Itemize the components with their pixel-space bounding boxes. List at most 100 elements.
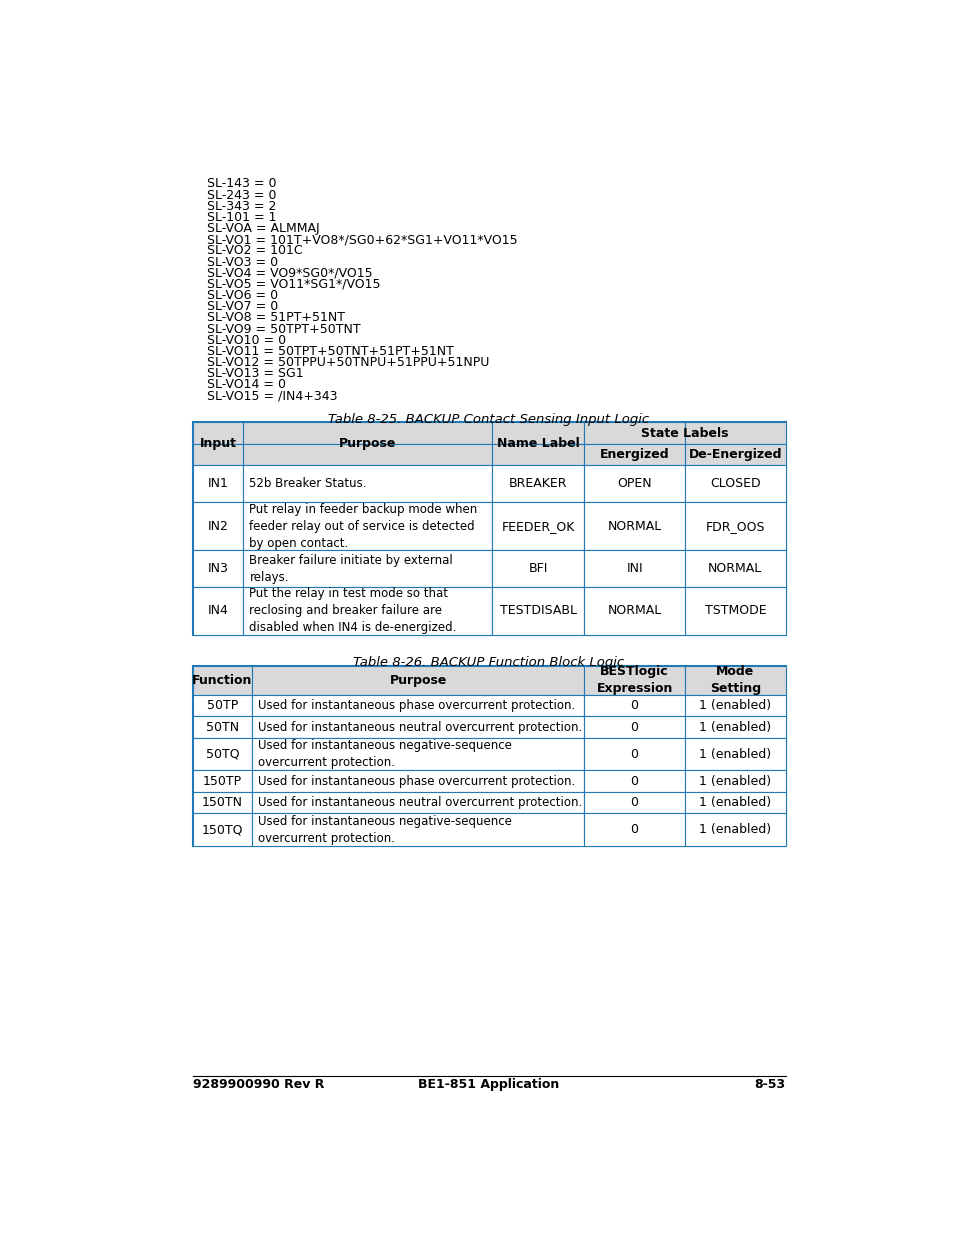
Bar (583, 716, 684, 739)
Text: BESTlogic
Expression: BESTlogic Expression (596, 666, 672, 695)
Text: Put relay in feeder backup mode when
feeder relay out of service is detected
by : Put relay in feeder backup mode when fee… (249, 503, 477, 550)
Bar (583, 814, 684, 846)
Bar (243, 443, 492, 466)
Bar (193, 792, 252, 814)
Text: SL-VO8 = 51PT+51NT: SL-VO8 = 51PT+51NT (207, 311, 344, 325)
Text: SL-243 = 0: SL-243 = 0 (207, 189, 276, 201)
Bar (583, 771, 684, 792)
Bar (492, 443, 583, 466)
Bar (193, 666, 785, 846)
Text: Purpose: Purpose (389, 674, 446, 687)
Text: 0: 0 (630, 721, 638, 734)
Text: IN3: IN3 (208, 562, 229, 576)
Text: 1 (enabled): 1 (enabled) (699, 747, 771, 761)
Bar (583, 587, 684, 635)
Text: Table 8-26. BACKUP Function Block Logic: Table 8-26. BACKUP Function Block Logic (353, 656, 624, 669)
Bar (684, 695, 785, 716)
Text: BREAKER: BREAKER (509, 478, 567, 490)
Bar (583, 739, 684, 771)
Text: SL-101 = 1: SL-101 = 1 (207, 211, 276, 224)
Text: 150TN: 150TN (202, 797, 243, 809)
Text: Used for instantaneous negative-sequence
overcurrent protection.: Used for instantaneous negative-sequence… (258, 815, 512, 845)
Bar (252, 792, 583, 814)
Bar (193, 716, 252, 739)
Text: BE1-851 Application: BE1-851 Application (417, 1078, 559, 1091)
Text: SL-VO1 = 101T+VO8*/SG0+62*SG1+VO11*VO15: SL-VO1 = 101T+VO8*/SG0+62*SG1+VO11*VO15 (207, 233, 517, 246)
Bar (492, 422, 583, 443)
Text: 52b Breaker Status.: 52b Breaker Status. (249, 478, 367, 490)
Bar (492, 587, 583, 635)
Text: TSTMODE: TSTMODE (704, 604, 765, 618)
Bar (583, 792, 684, 814)
Bar (193, 695, 252, 716)
Bar (583, 503, 684, 550)
Text: OPEN: OPEN (617, 478, 651, 490)
Text: SL-VO5 = VO11*SG1*/VO15: SL-VO5 = VO11*SG1*/VO15 (207, 278, 380, 291)
Bar (193, 503, 243, 550)
Text: 50TP: 50TP (207, 699, 238, 713)
Text: Put the relay in test mode so that
reclosing and breaker failure are
disabled wh: Put the relay in test mode so that reclo… (249, 588, 456, 635)
Bar (684, 587, 785, 635)
Text: NORMAL: NORMAL (607, 520, 661, 532)
Bar (684, 550, 785, 587)
Bar (684, 814, 785, 846)
Text: TESTDISABL: TESTDISABL (499, 604, 577, 618)
Bar (684, 503, 785, 550)
Text: 0: 0 (630, 774, 638, 788)
Text: 1 (enabled): 1 (enabled) (699, 774, 771, 788)
Text: 0: 0 (630, 797, 638, 809)
Text: SL-VO6 = 0: SL-VO6 = 0 (207, 289, 277, 303)
Text: 1 (enabled): 1 (enabled) (699, 699, 771, 713)
Bar (193, 771, 252, 792)
Bar (684, 739, 785, 771)
Bar (243, 550, 492, 587)
Bar (252, 716, 583, 739)
Text: Function: Function (193, 674, 253, 687)
Bar (193, 666, 252, 695)
Text: 0: 0 (630, 747, 638, 761)
Text: 50TQ: 50TQ (206, 747, 239, 761)
Text: Purpose: Purpose (338, 437, 396, 451)
Bar (684, 771, 785, 792)
Text: SL-VO13 = SG1: SL-VO13 = SG1 (207, 367, 303, 380)
Text: SL-VO10 = 0: SL-VO10 = 0 (207, 333, 286, 347)
Bar (243, 503, 492, 550)
Text: 0: 0 (630, 824, 638, 836)
Text: Input: Input (199, 437, 236, 451)
Text: 9289900990 Rev R: 9289900990 Rev R (193, 1078, 324, 1091)
Text: Name Label: Name Label (497, 437, 579, 451)
Bar (243, 587, 492, 635)
Text: 0: 0 (630, 699, 638, 713)
Bar (193, 739, 252, 771)
Bar (583, 466, 684, 503)
Bar (252, 739, 583, 771)
Bar (193, 814, 252, 846)
Text: 150TQ: 150TQ (201, 824, 243, 836)
Text: SL-143 = 0: SL-143 = 0 (207, 178, 276, 190)
Bar (193, 550, 243, 587)
Text: Energized: Energized (599, 448, 669, 461)
Text: SL-VO2 = 101C: SL-VO2 = 101C (207, 245, 302, 257)
Text: CLOSED: CLOSED (709, 478, 760, 490)
Text: Used for instantaneous phase overcurrent protection.: Used for instantaneous phase overcurrent… (258, 774, 575, 788)
Text: FEEDER_OK: FEEDER_OK (501, 520, 575, 532)
Bar (252, 695, 583, 716)
Text: SL-VO3 = 0: SL-VO3 = 0 (207, 256, 277, 269)
Text: Table 8-25. BACKUP Contact Sensing Input Logic: Table 8-25. BACKUP Contact Sensing Input… (328, 412, 649, 426)
Text: Used for instantaneous negative-sequence
overcurrent protection.: Used for instantaneous negative-sequence… (258, 740, 512, 769)
Text: IN2: IN2 (208, 520, 229, 532)
Text: SL-VO4 = VO9*SG0*/VO15: SL-VO4 = VO9*SG0*/VO15 (207, 267, 372, 280)
Text: 8-53: 8-53 (754, 1078, 785, 1091)
Text: Used for instantaneous neutral overcurrent protection.: Used for instantaneous neutral overcurre… (258, 797, 582, 809)
Text: SL-VO14 = 0: SL-VO14 = 0 (207, 378, 286, 391)
Text: IN4: IN4 (208, 604, 229, 618)
Text: IN1: IN1 (208, 478, 229, 490)
Text: SL-VO11 = 50TPT+50TNT+51PT+51NT: SL-VO11 = 50TPT+50TNT+51PT+51NT (207, 345, 454, 358)
Bar (193, 587, 243, 635)
Bar (252, 666, 583, 695)
Text: INI: INI (625, 562, 642, 576)
Text: 1 (enabled): 1 (enabled) (699, 824, 771, 836)
Bar (684, 666, 785, 695)
Bar (583, 695, 684, 716)
Bar (583, 550, 684, 587)
